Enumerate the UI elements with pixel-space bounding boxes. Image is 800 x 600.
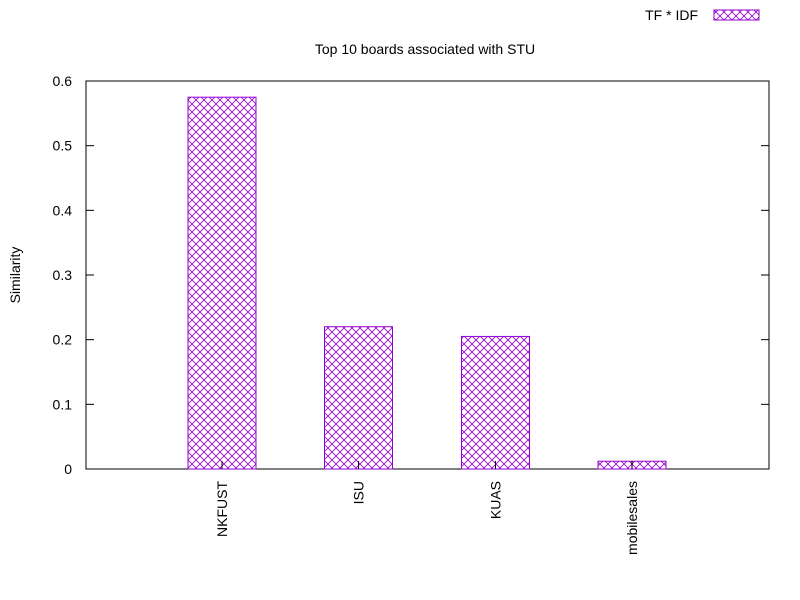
y-axis-ticks: 0 0.1 0.2 0.3 0.4 0.5 0.6 (53, 73, 769, 477)
legend: TF * IDF (645, 7, 760, 23)
y-axis-label: Similarity (7, 247, 23, 304)
y-tick-label: 0.6 (53, 73, 73, 89)
bar-kuas (461, 335, 530, 470)
y-tick-label: 0.3 (53, 267, 73, 283)
bar-isu (324, 326, 393, 470)
legend-swatch (713, 9, 760, 21)
y-tick-label: 0.1 (53, 396, 73, 412)
x-tick-label: KUAS (488, 481, 504, 519)
chart-title: Top 10 boards associated with STU (315, 41, 535, 57)
x-axis-tick-labels: NKFUST ISU KUAS mobilesales (214, 461, 640, 555)
legend-label: TF * IDF (645, 7, 698, 23)
bars (187, 96, 667, 470)
x-tick-label: ISU (351, 481, 367, 504)
x-tick-label: mobilesales (624, 481, 640, 555)
y-tick-label: 0.2 (53, 332, 73, 348)
y-tick-label: 0.5 (53, 138, 73, 154)
y-tick-label: 0.4 (53, 202, 73, 218)
bar-nkfust (187, 96, 257, 470)
y-tick-label: 0 (64, 461, 72, 477)
x-tick-label: NKFUST (214, 481, 230, 537)
